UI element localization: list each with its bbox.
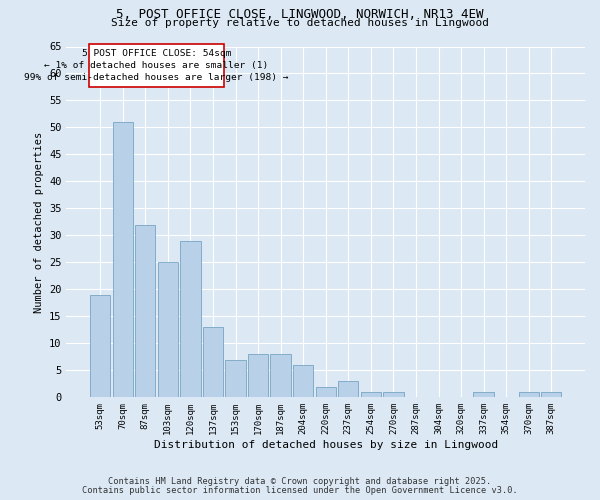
Text: 5 POST OFFICE CLOSE: 54sqm: 5 POST OFFICE CLOSE: 54sqm: [82, 49, 232, 58]
Text: Contains public sector information licensed under the Open Government Licence v3: Contains public sector information licen…: [82, 486, 518, 495]
Text: 5, POST OFFICE CLOSE, LINGWOOD, NORWICH, NR13 4EW: 5, POST OFFICE CLOSE, LINGWOOD, NORWICH,…: [116, 8, 484, 20]
Bar: [473, 392, 494, 398]
Bar: [180, 241, 200, 398]
Bar: [518, 392, 539, 398]
Bar: [113, 122, 133, 398]
Bar: [90, 295, 110, 398]
Bar: [541, 392, 562, 398]
Text: ← 1% of detached houses are smaller (1): ← 1% of detached houses are smaller (1): [44, 61, 269, 70]
Bar: [383, 392, 404, 398]
Text: Contains HM Land Registry data © Crown copyright and database right 2025.: Contains HM Land Registry data © Crown c…: [109, 477, 491, 486]
Bar: [316, 386, 336, 398]
Bar: [203, 327, 223, 398]
Bar: [135, 224, 155, 398]
Bar: [248, 354, 268, 398]
X-axis label: Distribution of detached houses by size in Lingwood: Distribution of detached houses by size …: [154, 440, 498, 450]
Bar: [271, 354, 291, 398]
Y-axis label: Number of detached properties: Number of detached properties: [34, 132, 44, 312]
Text: Size of property relative to detached houses in Lingwood: Size of property relative to detached ho…: [111, 18, 489, 28]
Bar: [89, 44, 224, 87]
Bar: [226, 360, 245, 398]
Text: 99% of semi-detached houses are larger (198) →: 99% of semi-detached houses are larger (…: [25, 73, 289, 82]
Bar: [361, 392, 381, 398]
Bar: [293, 365, 313, 398]
Bar: [158, 262, 178, 398]
Bar: [338, 381, 358, 398]
